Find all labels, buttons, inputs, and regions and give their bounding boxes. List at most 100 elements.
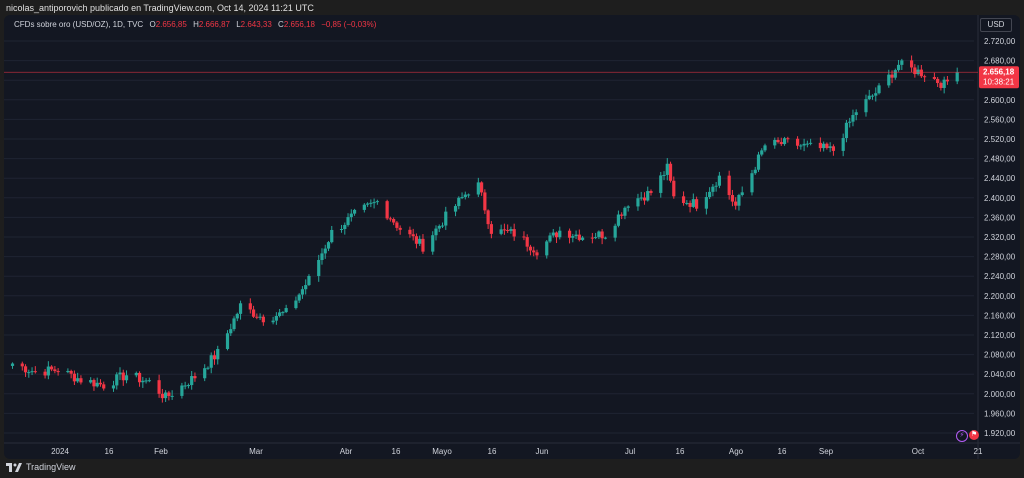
symbol-legend: CFDs sobre oro (USD/OZ), 1D, TVC O2.656,… — [14, 20, 376, 29]
price-tick-label: 2.440,00 — [984, 174, 1016, 183]
candle-body — [326, 242, 331, 249]
candle-body — [411, 234, 415, 237]
candle-body — [919, 69, 923, 77]
candle-body — [594, 237, 598, 239]
candle-body — [339, 228, 344, 230]
candle-body — [69, 370, 73, 374]
last-price-tag — [979, 66, 1019, 89]
candle-body — [554, 232, 559, 238]
candle-body — [642, 197, 647, 201]
candle-body — [756, 154, 761, 170]
candle-body — [548, 235, 552, 242]
candle-body — [124, 375, 129, 381]
candle-body — [649, 191, 653, 193]
candle-body — [278, 312, 282, 316]
price-tick-label: 1.920,00 — [984, 429, 1016, 438]
candle-body — [79, 378, 83, 383]
price-tick-label: 2.680,00 — [984, 57, 1016, 66]
lightning-icon[interactable]: ⚡ — [956, 430, 968, 442]
candle-body — [551, 232, 555, 236]
candle-body — [144, 380, 148, 382]
candle-body — [27, 372, 31, 374]
candle-body — [603, 237, 607, 239]
candle-body — [330, 229, 334, 243]
candle-body — [896, 64, 901, 71]
candle-body — [440, 225, 445, 227]
candle-body — [212, 355, 217, 360]
candle-body — [916, 69, 920, 75]
candle-body — [825, 143, 829, 148]
candle-body — [307, 275, 311, 286]
candle-body — [343, 224, 347, 229]
candle-body — [56, 371, 60, 373]
low-key: L — [236, 20, 241, 29]
candle-body — [365, 203, 370, 205]
candle-body — [479, 182, 484, 193]
candle-body — [626, 206, 630, 208]
candle-body — [867, 95, 871, 100]
price-tick-label: 2.600,00 — [984, 96, 1016, 105]
time-tick-label: 16 — [392, 447, 401, 456]
price-tick-label: 1.960,00 — [984, 409, 1016, 418]
candle-body — [535, 252, 539, 256]
candle-body — [437, 225, 441, 229]
time-tick-label: Jun — [536, 447, 549, 456]
candle-body — [672, 180, 676, 197]
candle-body — [229, 329, 233, 334]
candle-body — [760, 150, 764, 155]
candle-body — [877, 85, 881, 94]
candle-body — [567, 230, 572, 238]
candle-body — [939, 83, 943, 88]
candle-body — [180, 385, 184, 396]
candle-body — [841, 138, 845, 151]
candlestick-chart[interactable]: 2.720,002.680,002.640,002.600,002.560,00… — [4, 15, 1020, 459]
currency-selector[interactable]: USD — [980, 18, 1012, 32]
candle-body — [349, 213, 353, 218]
candle-body — [597, 231, 601, 238]
candle-body — [795, 138, 800, 146]
candle-body — [115, 374, 119, 386]
candle-body — [118, 372, 122, 375]
candle-body — [623, 207, 627, 216]
candle-body — [805, 143, 809, 145]
publisher-caption: nicolas_antiporovich publicado en Tradin… — [6, 3, 314, 13]
candle-body — [346, 217, 350, 225]
price-tick-label: 2.080,00 — [984, 351, 1016, 360]
candle-body — [134, 372, 138, 376]
close-key: C — [278, 20, 284, 29]
candle-body — [375, 201, 379, 203]
candle-body — [574, 234, 578, 237]
candle-body — [646, 191, 650, 201]
candle-body — [509, 229, 513, 231]
low-value: 2.643,33 — [240, 20, 272, 29]
candle-body — [913, 67, 917, 75]
candle-body — [694, 199, 699, 209]
price-tick-label: 2.360,00 — [984, 213, 1016, 222]
candle-body — [76, 378, 80, 382]
candle-body — [284, 308, 288, 313]
candle-body — [776, 139, 780, 143]
time-tick-label: 16 — [676, 447, 685, 456]
time-tick-label: Mayo — [432, 447, 452, 456]
calendar-flag-icon[interactable]: ⚑ — [969, 430, 979, 440]
candle-body — [160, 393, 164, 399]
candle-body — [822, 143, 826, 149]
price-tick-label: 2.000,00 — [984, 390, 1016, 399]
candle-body — [799, 145, 803, 147]
candle-body — [43, 371, 47, 376]
candle-body — [522, 236, 526, 238]
candle-body — [685, 202, 689, 204]
change-value: −0,85 (−0,03%) — [321, 20, 377, 29]
candle-body — [258, 316, 262, 318]
candle-body — [102, 384, 106, 389]
candle-body — [46, 366, 50, 376]
candle-body — [590, 237, 594, 239]
candle-body — [512, 229, 516, 237]
chart-panel[interactable]: 2.720,002.680,002.640,002.600,002.560,00… — [4, 15, 1020, 459]
price-tick-label: 2.120,00 — [984, 331, 1016, 340]
candle-body — [352, 209, 357, 214]
candle-body — [753, 169, 757, 174]
price-tick-label: 2.320,00 — [984, 233, 1016, 242]
candle-body — [945, 79, 950, 82]
candle-body — [750, 173, 754, 193]
